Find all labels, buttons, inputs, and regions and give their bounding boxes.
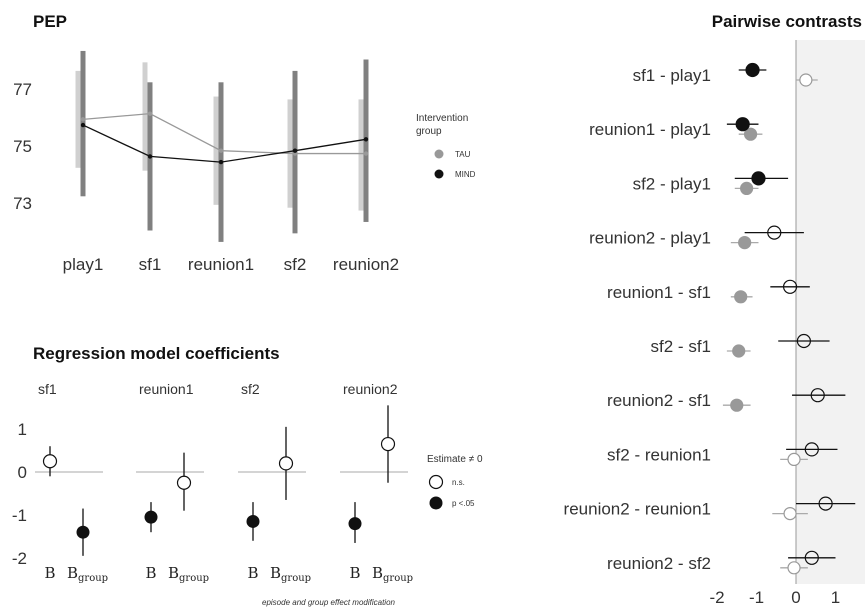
pep-x-tick: play1 — [63, 255, 104, 274]
legend-marker-mind — [434, 169, 444, 179]
pairwise-point-tau — [787, 561, 801, 575]
pep-point-mind — [363, 137, 369, 142]
pairwise-point-mind — [767, 225, 782, 240]
pairwise-x-tick: 0 — [791, 588, 800, 607]
pairwise-row-label: sf2 - reunion1 — [607, 445, 711, 464]
pairwise-point-tau — [787, 452, 801, 466]
regression-panel-title: reunion1 — [139, 381, 194, 397]
legend-marker-ns — [428, 474, 444, 490]
pairwise-point-mind — [751, 171, 766, 186]
pep-x-tick: reunion1 — [188, 255, 254, 274]
regression-point-ns — [380, 436, 396, 452]
pep-legend-title: Intervention — [416, 113, 468, 124]
regression-y-tick: -2 — [12, 549, 27, 568]
pairwise-row-label: reunion2 - sf1 — [607, 391, 711, 410]
pep-x-tick: reunion2 — [333, 255, 399, 274]
pairwise-x-tick: -2 — [709, 588, 724, 607]
pep-errorbar-tau — [75, 70, 81, 168]
pairwise-point-tau — [799, 73, 813, 87]
regression-x-tick: Bgroup — [67, 564, 108, 584]
regression-x-tick: Bgroup — [270, 564, 311, 584]
pep-y-tick: 75 — [13, 137, 32, 156]
regression-title: Regression model coefficients — [33, 344, 280, 363]
regression-legend-label: n.s. — [452, 478, 465, 487]
pep-line-mind — [82, 124, 367, 163]
regression-y-tick: -1 — [12, 506, 27, 525]
pairwise-point-mind — [818, 496, 833, 511]
pairwise-point-mind — [804, 550, 819, 565]
pairwise-point-tau — [734, 290, 748, 304]
pep-point-tau — [147, 111, 153, 116]
pairwise-row-label: sf1 - play1 — [633, 66, 711, 85]
pep-point-tau — [218, 148, 224, 153]
pairwise-row-label: reunion1 - play1 — [589, 120, 711, 139]
regression-y-tick: 0 — [18, 463, 27, 482]
pep-errorbar-tau — [142, 62, 148, 171]
regression-point-ns — [176, 475, 192, 490]
pep-point-mind — [292, 148, 298, 153]
pairwise-row-label: reunion1 - sf1 — [607, 283, 711, 302]
pairwise-point-tau — [732, 344, 746, 358]
regression-x-tick: B — [247, 564, 258, 582]
pairwise-point-mind — [796, 333, 812, 349]
pairwise-point-mind — [810, 388, 825, 403]
pep-point-mind — [147, 154, 153, 159]
pairwise-point-mind — [782, 279, 798, 294]
pep-line-tau — [82, 112, 366, 155]
regression-footnote: episode and group effect modification — [262, 598, 396, 607]
regression-x-tick: B — [44, 564, 55, 582]
pep-point-mind — [80, 122, 86, 128]
pairwise-point-tau — [783, 506, 797, 521]
regression-x-tick: Bgroup — [168, 564, 209, 584]
pairwise-positive-region — [796, 40, 865, 584]
pairwise-title: Pairwise contrasts — [712, 12, 862, 31]
pep-point-mind — [218, 159, 224, 165]
regression-point-significant — [246, 514, 260, 528]
regression-point-ns — [278, 456, 294, 471]
pairwise-point-tau — [743, 127, 758, 141]
pairwise-x-tick: -1 — [749, 588, 764, 607]
pairwise-point-mind — [804, 442, 819, 457]
regression-panel-title: reunion2 — [343, 381, 398, 397]
pep-y-tick: 77 — [13, 80, 32, 99]
pairwise-row-label: sf2 - sf1 — [651, 337, 711, 356]
pep-y-tick: 73 — [13, 194, 32, 213]
regression-point-significant — [348, 517, 362, 531]
regression-x-tick: B — [145, 564, 156, 582]
pep-point-tau — [80, 117, 86, 122]
legend-marker-significant — [429, 496, 443, 510]
regression-x-tick: B — [349, 564, 360, 582]
pep-point-tau — [363, 151, 369, 156]
pairwise-point-tau — [730, 398, 744, 412]
regression-legend-label: p <.05 — [452, 499, 475, 508]
regression-point-ns — [42, 454, 58, 469]
pep-errorbar-tau — [213, 96, 219, 205]
regression-x-tick: Bgroup — [372, 564, 413, 584]
pep-legend-label: MIND — [455, 170, 476, 179]
pep-x-tick: sf2 — [284, 255, 307, 274]
pairwise-point-tau — [740, 181, 754, 195]
pep-x-tick: sf1 — [139, 255, 162, 274]
pairwise-x-tick: 1 — [831, 588, 840, 607]
pairwise-row-label: reunion2 - reunion1 — [564, 500, 711, 519]
regression-point-significant — [144, 510, 158, 524]
legend-marker-tau — [434, 149, 444, 159]
pep-title: PEP — [33, 12, 67, 31]
regression-y-tick: 1 — [18, 420, 27, 439]
pairwise-point-mind — [745, 62, 760, 78]
pairwise-point-mind — [735, 117, 750, 132]
pairwise-row-label: sf2 - play1 — [633, 174, 711, 193]
pairwise-row-label: reunion2 - sf2 — [607, 554, 711, 573]
pairwise-point-tau — [738, 236, 752, 250]
regression-point-significant — [76, 525, 90, 539]
pep-legend-label: TAU — [455, 150, 471, 159]
regression-legend-title: Estimate ≠ 0 — [427, 454, 483, 465]
pairwise-row-label: reunion2 - play1 — [589, 229, 711, 248]
regression-panel-title: sf2 — [241, 381, 260, 397]
pep-errorbar-tau — [358, 99, 364, 211]
regression-panel-title: sf1 — [38, 381, 57, 397]
pep-legend-title: group — [416, 126, 442, 137]
